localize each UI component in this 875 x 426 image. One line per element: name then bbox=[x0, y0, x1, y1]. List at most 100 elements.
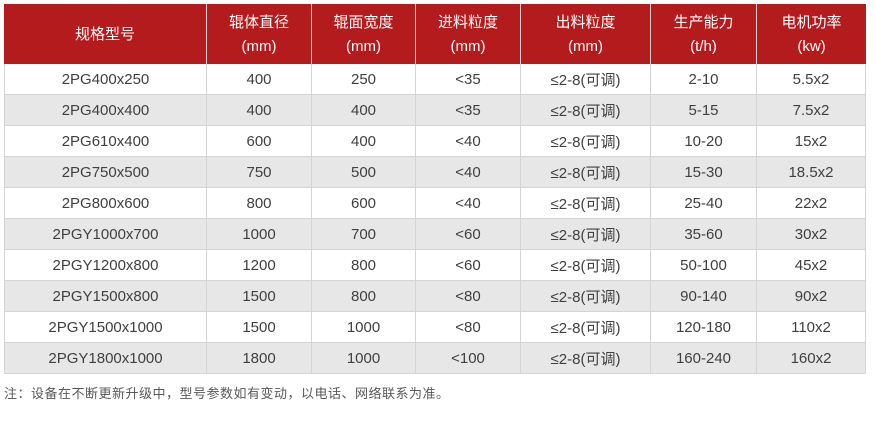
table-cell: <60 bbox=[416, 250, 521, 281]
table-cell: 800 bbox=[207, 188, 312, 219]
table-cell: <40 bbox=[416, 188, 521, 219]
table-cell: <100 bbox=[416, 343, 521, 374]
table-cell: ≤2-8(可调) bbox=[521, 343, 651, 374]
table-row: 2PGY1200x800 1200 800 <60 ≤2-8(可调) 50-100 45x2 bbox=[4, 250, 866, 281]
table-cell: 1000 bbox=[312, 343, 416, 374]
table-body: 2PG400x250 400 250 <35 ≤2-8(可调) 2-10 5.5x2 2PG4… bbox=[4, 64, 866, 374]
table-cell: 35-60 bbox=[651, 219, 757, 250]
table-cell: 25-40 bbox=[651, 188, 757, 219]
column-unit: (mm) bbox=[450, 37, 486, 55]
spec-table: 规格型号 辊体直径 (mm) 辊面宽度 (mm) 进料粒度 (mm) 出料粒度 (mm) 生产能力… bbox=[4, 4, 866, 374]
table-cell: 18.5x2 bbox=[757, 157, 866, 188]
model-cell: 2PG750x500 bbox=[4, 157, 207, 188]
table-cell: 110x2 bbox=[757, 312, 866, 343]
table-cell: <35 bbox=[416, 95, 521, 126]
model-cell: 2PGY1200x800 bbox=[4, 250, 207, 281]
model-cell: 2PGY1500x800 bbox=[4, 281, 207, 312]
table-cell: 10-20 bbox=[651, 126, 757, 157]
table-cell: <35 bbox=[416, 64, 521, 95]
table-cell: 400 bbox=[207, 64, 312, 95]
table-cell: 7.5x2 bbox=[757, 95, 866, 126]
table-header-row: 规格型号 辊体直径 (mm) 辊面宽度 (mm) 进料粒度 (mm) 出料粒度 (mm) 生产能力… bbox=[4, 4, 866, 64]
column-header-2: 辊面宽度 (mm) bbox=[312, 4, 416, 64]
table-cell: <40 bbox=[416, 126, 521, 157]
table-cell: 600 bbox=[207, 126, 312, 157]
column-title: 生产能力 bbox=[673, 13, 734, 31]
table-cell: ≤2-8(可调) bbox=[521, 157, 651, 188]
column-header-5: 生产能力 (t/h) bbox=[651, 4, 757, 64]
table-cell: <80 bbox=[416, 281, 521, 312]
table-cell: 750 bbox=[207, 157, 312, 188]
column-unit: (t/h) bbox=[690, 37, 717, 55]
table-cell: 5-15 bbox=[651, 95, 757, 126]
table-cell: 30x2 bbox=[757, 219, 866, 250]
table-cell: ≤2-8(可调) bbox=[521, 64, 651, 95]
model-cell: 2PG610x400 bbox=[4, 126, 207, 157]
column-header-1: 辊体直径 (mm) bbox=[207, 4, 312, 64]
table-row: 2PG800x600 800 600 <40 ≤2-8(可调) 25-40 22x2 bbox=[4, 188, 866, 219]
table-cell: 500 bbox=[312, 157, 416, 188]
column-header-6: 电机功率 (kw) bbox=[757, 4, 866, 64]
model-cell: 2PG400x400 bbox=[4, 95, 207, 126]
model-cell: 2PG800x600 bbox=[4, 188, 207, 219]
table-cell: <40 bbox=[416, 157, 521, 188]
column-header-4: 出料粒度 (mm) bbox=[521, 4, 651, 64]
column-title: 进料粒度 bbox=[437, 13, 498, 31]
table-cell: 22x2 bbox=[757, 188, 866, 219]
column-unit: (mm) bbox=[568, 37, 603, 55]
table-row: 2PG750x500 750 500 <40 ≤2-8(可调) 15-30 18.5x2 bbox=[4, 157, 866, 188]
table-cell: 700 bbox=[312, 219, 416, 250]
table-cell: ≤2-8(可调) bbox=[521, 219, 651, 250]
table-row: 2PG400x250 400 250 <35 ≤2-8(可调) 2-10 5.5x2 bbox=[4, 64, 866, 95]
column-title: 辊面宽度 bbox=[333, 13, 394, 31]
table-cell: 2-10 bbox=[651, 64, 757, 95]
column-header-0: 规格型号 bbox=[4, 4, 207, 64]
table-cell: 160-240 bbox=[651, 343, 757, 374]
table-row: 2PGY1800x1000 1800 1000 <100 ≤2-8(可调) 160-240… bbox=[4, 343, 866, 374]
column-title: 规格型号 bbox=[74, 25, 135, 43]
table-cell: 250 bbox=[312, 64, 416, 95]
table-cell: 15-30 bbox=[651, 157, 757, 188]
table-cell: 1500 bbox=[207, 312, 312, 343]
table-cell: 50-100 bbox=[651, 250, 757, 281]
table-row: 2PGY1500x800 1500 800 <80 ≤2-8(可调) 90-140 90x2 bbox=[4, 281, 866, 312]
table-cell: <80 bbox=[416, 312, 521, 343]
spec-page: 规格型号 辊体直径 (mm) 辊面宽度 (mm) 进料粒度 (mm) 出料粒度 (mm) 生产能力… bbox=[4, 4, 866, 401]
table-cell: 400 bbox=[312, 95, 416, 126]
table-cell: 800 bbox=[312, 281, 416, 312]
table-cell: ≤2-8(可调) bbox=[521, 126, 651, 157]
table-cell: ≤2-8(可调) bbox=[521, 312, 651, 343]
table-cell: 1200 bbox=[207, 250, 312, 281]
table-row: 2PGY1000x700 1000 700 <60 ≤2-8(可调) 35-60 30x2 bbox=[4, 219, 866, 250]
model-cell: 2PG400x250 bbox=[4, 64, 207, 95]
table-cell: <60 bbox=[416, 219, 521, 250]
table-cell: 90x2 bbox=[757, 281, 866, 312]
table-row: 2PG400x400 400 400 <35 ≤2-8(可调) 5-15 7.5x2 bbox=[4, 95, 866, 126]
table-cell: 120-180 bbox=[651, 312, 757, 343]
table-cell: 1000 bbox=[207, 219, 312, 250]
table-cell: ≤2-8(可调) bbox=[521, 250, 651, 281]
table-cell: 15x2 bbox=[757, 126, 866, 157]
table-cell: 800 bbox=[312, 250, 416, 281]
column-title: 出料粒度 bbox=[555, 13, 616, 31]
table-cell: ≤2-8(可调) bbox=[521, 95, 651, 126]
model-cell: 2PGY1800x1000 bbox=[4, 343, 207, 374]
column-title: 电机功率 bbox=[781, 13, 842, 31]
table-row: 2PGY1500x1000 1500 1000 <80 ≤2-8(可调) 120-180 1… bbox=[4, 312, 866, 343]
table-cell: 400 bbox=[207, 95, 312, 126]
table-cell: 5.5x2 bbox=[757, 64, 866, 95]
column-unit: (mm) bbox=[241, 37, 277, 55]
column-header-3: 进料粒度 (mm) bbox=[416, 4, 521, 64]
model-cell: 2PGY1500x1000 bbox=[4, 312, 207, 343]
column-title: 辊体直径 bbox=[228, 13, 289, 31]
table-cell: ≤2-8(可调) bbox=[521, 188, 651, 219]
table-cell: 1500 bbox=[207, 281, 312, 312]
table-cell: 600 bbox=[312, 188, 416, 219]
table-cell: 400 bbox=[312, 126, 416, 157]
table-cell: 160x2 bbox=[757, 343, 866, 374]
table-row: 2PG610x400 600 400 <40 ≤2-8(可调) 10-20 15x2 bbox=[4, 126, 866, 157]
footnote: 注：设备在不断更新升级中，型号参数如有变动，以电话、网络联系为准。 bbox=[4, 386, 450, 401]
table-header: 规格型号 辊体直径 (mm) 辊面宽度 (mm) 进料粒度 (mm) 出料粒度 (mm) 生产能力… bbox=[4, 4, 866, 64]
table-cell: 45x2 bbox=[757, 250, 866, 281]
column-unit: (kw) bbox=[797, 37, 826, 55]
